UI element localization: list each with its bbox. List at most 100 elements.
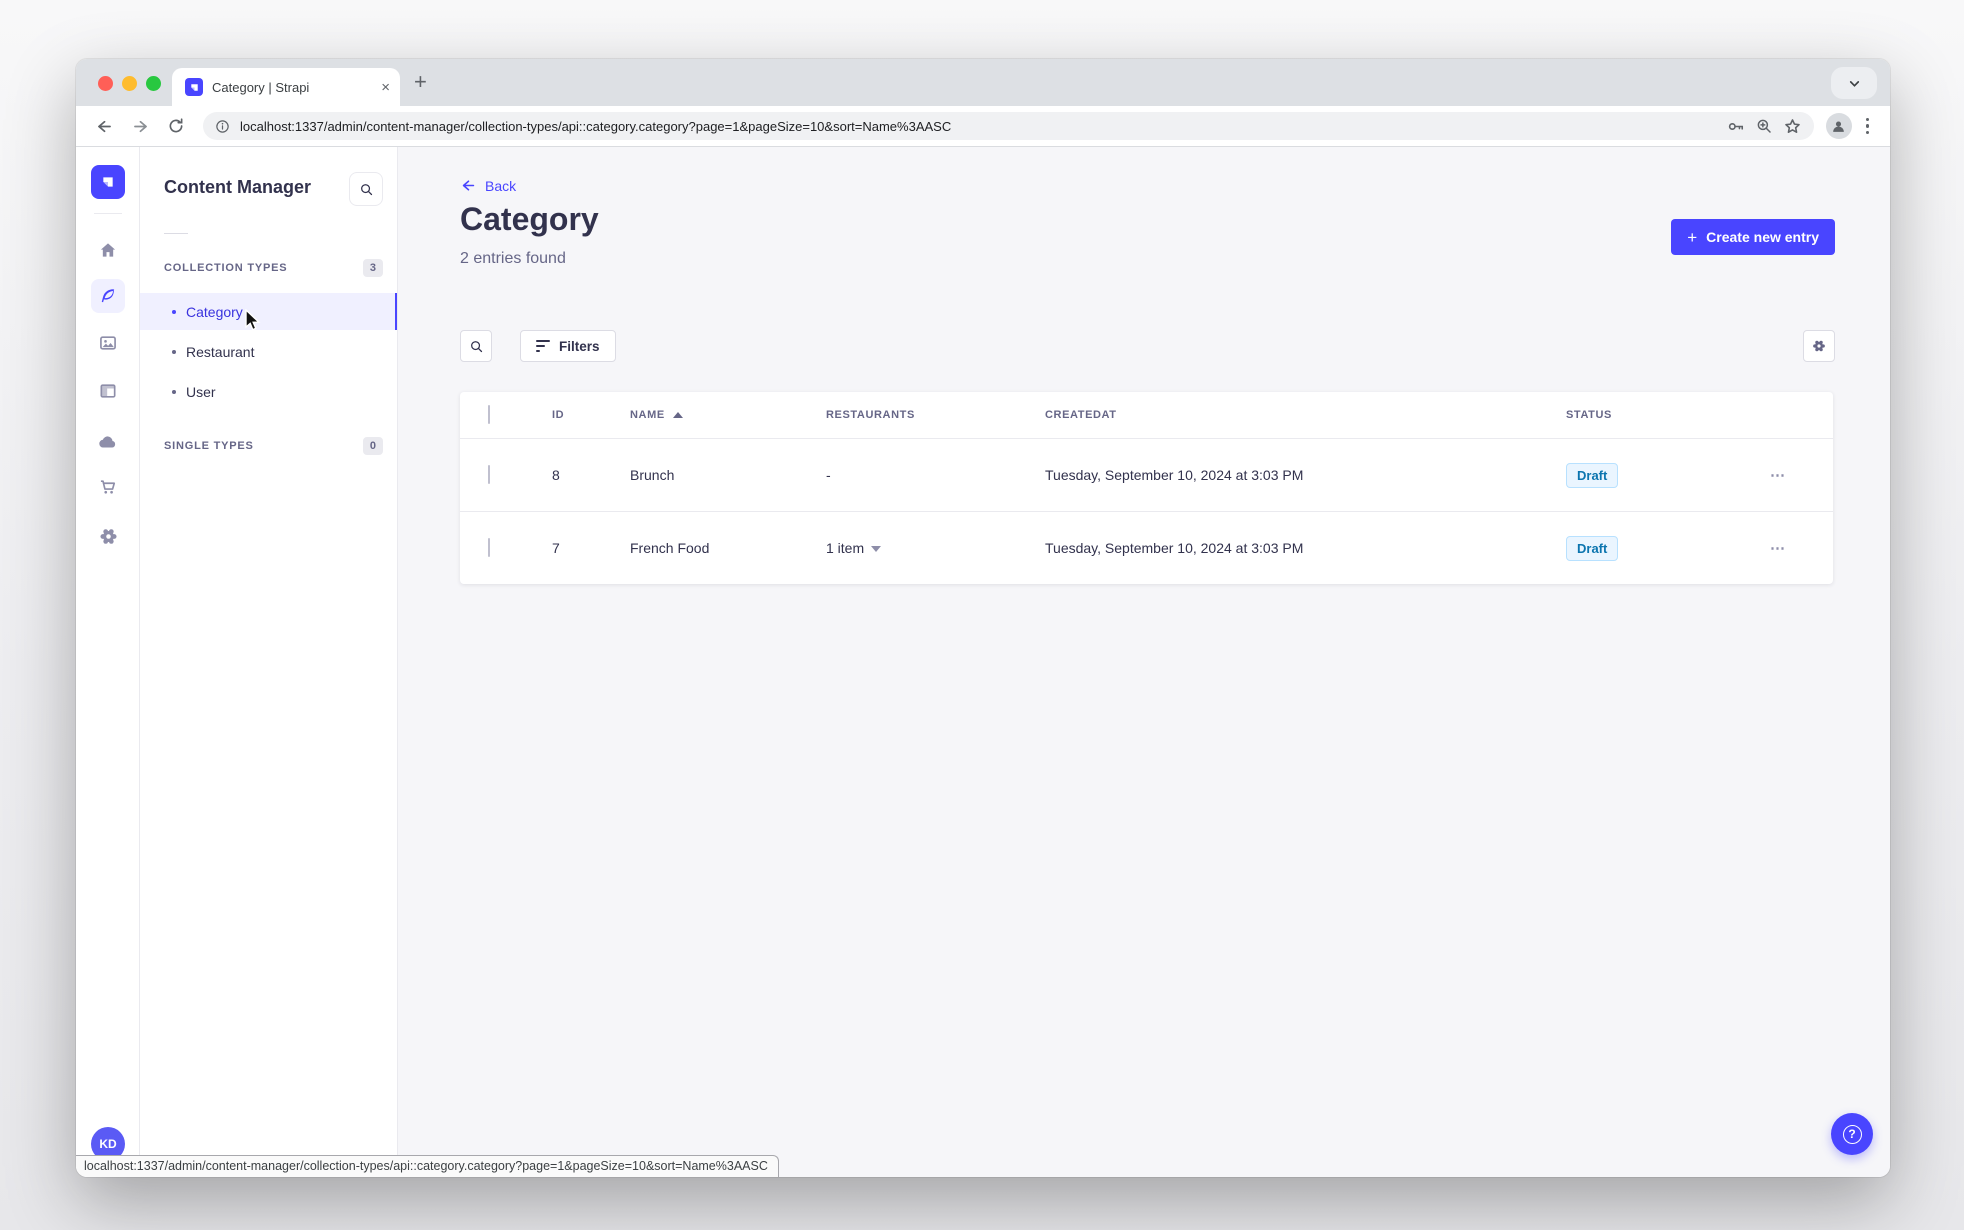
zoom-window-button[interactable] <box>146 76 161 91</box>
create-new-entry-button[interactable]: + Create new entry <box>1671 219 1835 255</box>
browser-menu-icon[interactable] <box>1858 117 1878 135</box>
close-window-button[interactable] <box>98 76 113 91</box>
bullet-icon <box>172 309 176 314</box>
bookmark-star-icon[interactable] <box>1783 117 1802 136</box>
back-arrow-icon <box>462 180 475 191</box>
strapi-logo[interactable] <box>91 165 125 199</box>
link-status-bar: localhost:1337/admin/content-manager/col… <box>76 1155 779 1177</box>
browser-tab[interactable]: Category | Strapi × <box>172 68 400 106</box>
column-header-restaurants[interactable]: RESTAURANTS <box>826 409 915 421</box>
page-title: Category <box>460 201 599 237</box>
gear-icon <box>1813 340 1825 352</box>
search-icon <box>360 183 372 195</box>
cell-restaurants[interactable]: 1 item <box>826 540 1045 556</box>
bullet-icon <box>172 389 176 394</box>
single-types-count: 0 <box>362 437 383 455</box>
question-mark-icon: ? <box>1842 1124 1862 1144</box>
tab-strip: Category | Strapi × + <box>76 59 1890 106</box>
cell-name: Brunch <box>630 467 675 483</box>
window-controls <box>98 76 161 91</box>
sidebar-item-label: Restaurant <box>186 343 255 360</box>
collection-types-count: 3 <box>362 259 383 277</box>
sidebar-item-restaurant[interactable]: Restaurant <box>140 333 397 370</box>
strapi-nav-rail: KD <box>76 147 140 1177</box>
cell-id: 7 <box>552 540 560 556</box>
row-checkbox[interactable] <box>488 538 490 557</box>
mouse-cursor <box>245 309 261 331</box>
back-button[interactable] <box>89 111 119 141</box>
expand-caret-icon <box>871 546 882 552</box>
rail-divider <box>94 213 122 214</box>
back-link[interactable]: Back <box>460 177 516 194</box>
column-header-name[interactable]: NAME <box>630 409 826 421</box>
bullet-icon <box>172 349 176 354</box>
tab-close-icon[interactable]: × <box>381 78 390 96</box>
collection-types-section: COLLECTION TYPES 3 <box>164 259 383 277</box>
sidebar-item-category[interactable]: Category <box>140 293 397 330</box>
select-all-checkbox[interactable] <box>488 405 490 424</box>
status-badge: Draft <box>1566 462 1619 488</box>
sidebar-item-label: Category <box>186 303 243 320</box>
cell-createdat: Tuesday, September 10, 2024 at 3:03 PM <box>1045 467 1304 483</box>
subnav-title: Content Manager <box>164 177 312 197</box>
media-library-icon[interactable] <box>91 326 125 360</box>
zoom-icon[interactable] <box>1755 117 1773 135</box>
cell-createdat: Tuesday, September 10, 2024 at 3:03 PM <box>1045 540 1304 556</box>
content-manager-icon[interactable] <box>91 279 125 313</box>
main-pane: Back Category 2 entries found + Create n… <box>398 147 1890 1177</box>
row-actions-icon[interactable]: ⋯ <box>1770 540 1787 557</box>
new-tab-button[interactable]: + <box>414 69 427 94</box>
column-header-status[interactable]: STATUS <box>1566 409 1612 421</box>
entries-table: ID NAME RESTAURANTS CREATEDAT STATUS 8 B… <box>460 392 1833 584</box>
single-types-label: SINGLE TYPES <box>164 440 254 452</box>
table-header-row: ID NAME RESTAURANTS CREATEDAT STATUS <box>460 392 1833 438</box>
home-icon[interactable] <box>91 233 125 267</box>
strapi-favicon <box>185 78 203 96</box>
reload-button[interactable] <box>161 111 191 141</box>
filters-button[interactable]: Filters <box>520 330 616 362</box>
url-text[interactable]: localhost:1337/admin/content-manager/col… <box>240 118 952 134</box>
site-info-icon[interactable] <box>215 119 230 134</box>
forward-button[interactable] <box>125 111 155 141</box>
column-header-id[interactable]: ID <box>552 409 565 421</box>
page-content: KD Content Manager COLLECTION TYPES 3 Ca… <box>76 147 1890 1177</box>
minimize-window-button[interactable] <box>122 76 137 91</box>
browser-window: Category | Strapi × + localhost:1337/adm… <box>76 59 1890 1177</box>
address-bar[interactable]: localhost:1337/admin/content-manager/col… <box>203 112 1814 140</box>
row-actions-icon[interactable]: ⋯ <box>1770 467 1787 484</box>
tab-search-button[interactable] <box>1831 67 1877 99</box>
status-badge: Draft <box>1566 535 1619 561</box>
search-icon <box>470 340 482 352</box>
chevron-down-icon <box>1849 80 1859 87</box>
cloud-icon[interactable] <box>91 425 125 459</box>
entries-count: 2 entries found <box>460 250 566 267</box>
row-checkbox[interactable] <box>488 465 490 484</box>
collection-types-label: COLLECTION TYPES <box>164 262 288 274</box>
subnav-divider <box>164 233 188 234</box>
collection-type-list: Category Restaurant User <box>140 293 397 413</box>
browser-toolbar: localhost:1337/admin/content-manager/col… <box>76 106 1890 147</box>
filter-icon <box>536 340 550 352</box>
sort-ascending-icon <box>672 412 683 418</box>
cell-name: French Food <box>630 540 710 556</box>
view-settings-button[interactable] <box>1803 330 1835 362</box>
table-search-button[interactable] <box>460 330 492 362</box>
table-row[interactable]: 7 French Food 1 item Tuesday, September … <box>460 511 1833 584</box>
sidebar-item-user[interactable]: User <box>140 373 397 410</box>
content-manager-subnav: Content Manager COLLECTION TYPES 3 Categ… <box>140 147 398 1177</box>
content-type-builder-icon[interactable] <box>91 374 125 408</box>
cell-restaurants: - <box>826 467 831 483</box>
single-types-section: SINGLE TYPES 0 <box>164 437 383 455</box>
password-manager-icon[interactable] <box>1726 117 1745 136</box>
column-header-createdat[interactable]: CREATEDAT <box>1045 409 1117 421</box>
help-button[interactable]: ? <box>1831 1113 1873 1155</box>
sidebar-item-label: User <box>186 383 216 400</box>
plus-icon: + <box>1687 227 1698 247</box>
cell-id: 8 <box>552 467 560 483</box>
marketplace-cart-icon[interactable] <box>91 470 125 504</box>
subnav-search-button[interactable] <box>349 172 383 206</box>
settings-gear-icon[interactable] <box>91 519 125 553</box>
table-row[interactable]: 8 Brunch - Tuesday, September 10, 2024 a… <box>460 438 1833 511</box>
browser-profile-avatar[interactable] <box>1825 113 1852 139</box>
tab-title: Category | Strapi <box>212 79 310 95</box>
